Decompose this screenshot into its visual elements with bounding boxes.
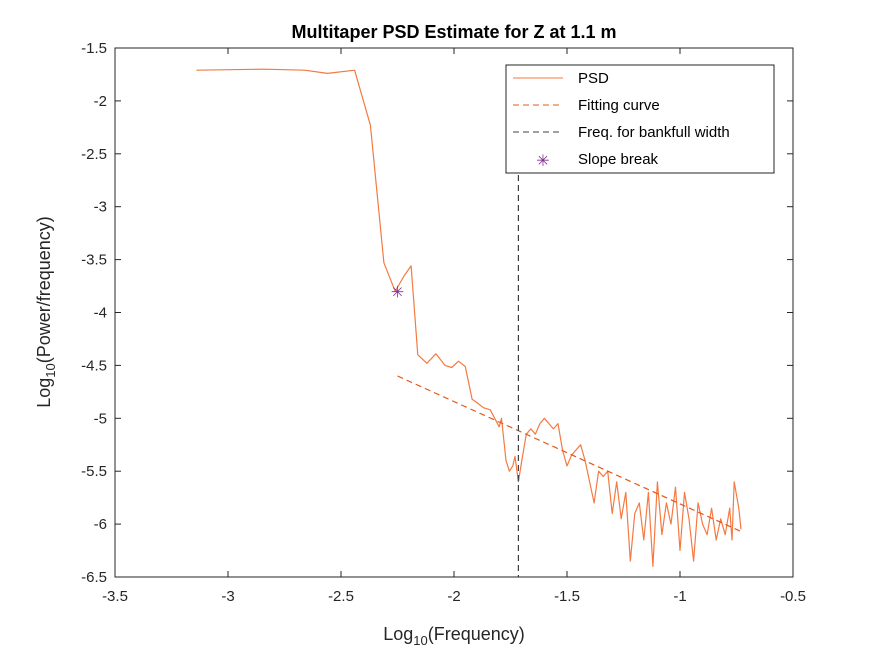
x-axis-label-suffix: (Frequency) [428, 624, 525, 644]
x-tick-label: -1.5 [554, 588, 580, 605]
y-tick-label: -6 [94, 516, 107, 533]
y-tick-label: -5 [94, 410, 107, 427]
x-axis-label-prefix: Log [383, 624, 413, 644]
y-axis-ticks: -6.5 -6 -5.5 -5 -4.5 -4 -3.5 -3 -2.5 -2 -1.5 [81, 40, 793, 586]
legend: PSD Fitting curve Freq. for bankfull wid… [505, 64, 775, 174]
y-tick-label: -4 [94, 305, 107, 322]
y-tick-label: -3 [94, 199, 107, 216]
x-axis-ticks: -3.5 -3 -2.5 -2 -1.5 -1 -0.5 [102, 48, 806, 605]
y-tick-label: -3.5 [81, 252, 107, 269]
y-tick-label: -2 [94, 93, 107, 110]
y-axis-label-prefix: Log [34, 378, 54, 408]
psd-line [196, 68, 742, 567]
legend-bankfull-label: Freq. for bankfull width [578, 124, 730, 141]
x-tick-label: -1 [673, 588, 686, 605]
y-tick-label: -6.5 [81, 569, 107, 586]
slope-break-marker: ✳ [391, 282, 404, 301]
chart-title: Multitaper PSD Estimate for Z at 1.1 m [291, 22, 616, 42]
legend-slope-break-marker: ✳ [536, 151, 549, 170]
x-axis-label-subscript: 10 [413, 633, 427, 648]
legend-fit-label: Fitting curve [578, 97, 660, 114]
x-axis-label: Log10(Frequency) [383, 624, 525, 648]
x-tick-label: -2.5 [328, 588, 354, 605]
y-tick-label: -1.5 [81, 40, 107, 57]
legend-slope-break-label: Slope break [578, 151, 659, 168]
x-tick-label: -0.5 [780, 588, 806, 605]
y-axis-label-suffix: (Power/frequency) [34, 216, 54, 363]
y-tick-label: -2.5 [81, 146, 107, 163]
y-axis-label: Log10(Power/frequency) [34, 216, 58, 408]
fitting-curve-line [397, 375, 742, 533]
legend-box [505, 64, 775, 174]
x-tick-label: -3.5 [102, 588, 128, 605]
x-tick-label: -3 [221, 588, 234, 605]
y-tick-label: -4.5 [81, 357, 107, 374]
y-axis-label-subscript: 10 [43, 363, 58, 377]
legend-psd-label: PSD [578, 70, 609, 87]
x-tick-label: -2 [447, 588, 460, 605]
y-tick-label: -5.5 [81, 463, 107, 480]
